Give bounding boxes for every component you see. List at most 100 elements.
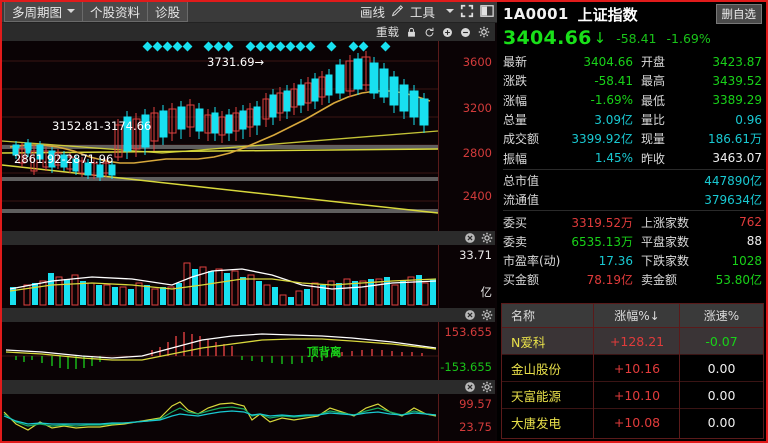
quote-row: 振幅 1.45% 昨收 3463.07 xyxy=(503,148,764,167)
quote-value: 3.09亿 xyxy=(594,113,633,128)
close-icon[interactable] xyxy=(464,232,476,244)
quote-row: 最新 3404.66 开盘 3423.87 xyxy=(503,52,764,71)
price-change-pct: -1.69% xyxy=(666,30,711,46)
tab-diagnose-stock[interactable]: 诊股 xyxy=(147,0,189,22)
stock-speed-cell: 0.00 xyxy=(707,415,736,430)
reload-label[interactable]: 重载 xyxy=(376,25,399,39)
quote-key: 卖金额 xyxy=(641,273,678,288)
table-row[interactable]: 大唐发电 +10.08 0.00 xyxy=(502,409,763,436)
column-header-speed[interactable]: 涨速% xyxy=(703,309,740,323)
quote-value: 3389.29 xyxy=(712,93,762,108)
price-axis: 3600 3200 2800 2400 xyxy=(438,41,495,231)
gear-icon[interactable] xyxy=(478,26,490,38)
kdj-lines xyxy=(3,401,437,431)
quote-key: 最高 xyxy=(641,74,666,89)
price-tick: 3200 xyxy=(462,101,492,115)
quote-value: 3439.52 xyxy=(712,73,762,88)
table-row[interactable]: N爱科 +128.21 -0.07 xyxy=(502,328,763,355)
quote-value: 3319.52万 xyxy=(571,215,633,230)
zoom-in-icon[interactable] xyxy=(442,27,453,38)
macd-axis: 153.655 -153.655 xyxy=(438,322,495,380)
macd-pane[interactable]: 顶背离 153.655 -153.655 xyxy=(2,322,495,380)
volume-axis: 33.71 亿 xyxy=(438,245,495,308)
table-header: 名称 涨幅%↓ 涨速% xyxy=(502,304,763,328)
quote-value: 53.80亿 xyxy=(715,273,762,288)
price-change: -58.41 xyxy=(616,30,657,46)
quote-grid: 最新 3404.66 开盘 3423.87 涨跌 -58.41 最高 3439.… xyxy=(503,52,764,290)
tab-stock-info[interactable]: 个股资料 xyxy=(82,0,149,22)
close-icon[interactable] xyxy=(464,381,476,393)
table-row[interactable]: 天富能源 +10.10 0.00 xyxy=(502,382,763,409)
gear-icon[interactable] xyxy=(481,232,493,244)
stock-name: 上证指数 xyxy=(577,5,638,24)
draw-line-label[interactable]: 画线 xyxy=(359,4,385,20)
stock-speed-cell: 0.00 xyxy=(707,360,736,376)
lock-icon[interactable] xyxy=(406,27,417,38)
remove-from-watchlist-button[interactable]: 删自选 xyxy=(715,4,762,24)
tools-label[interactable]: 工具 xyxy=(409,4,435,20)
quote-row: 委买 3319.52万 上涨家数 762 xyxy=(503,212,764,231)
quote-row: 总量 3.09亿 量比 0.96 xyxy=(503,110,764,129)
stock-code: 1A0001 xyxy=(503,5,569,23)
quote-key: 平盘家数 xyxy=(641,234,690,249)
quote-key: 涨跌 xyxy=(503,74,528,89)
macd-histogram xyxy=(2,332,438,369)
stock-change-cell: +10.08 xyxy=(613,415,661,430)
quote-value: -58.41 xyxy=(594,73,633,88)
toolbar-right-group: 画线 工具 xyxy=(360,2,497,21)
kdj-pane[interactable]: 99.57 23.75 xyxy=(2,394,495,441)
quote-key: 流通值 xyxy=(503,193,540,208)
price-tick: 3600 xyxy=(462,55,492,69)
kdj-upper-label: 99.57 xyxy=(459,397,492,411)
pane-tools xyxy=(464,309,493,321)
refresh-icon[interactable] xyxy=(424,27,435,38)
close-icon[interactable] xyxy=(464,309,476,321)
macd-upper-label: 153.655 xyxy=(444,325,492,339)
stock-change-cell: +128.21 xyxy=(609,333,665,349)
quote-value: 88 xyxy=(746,234,762,249)
pencil-icon[interactable] xyxy=(391,4,404,18)
column-header-name[interactable]: 名称 xyxy=(511,309,536,323)
split-panel-icon[interactable] xyxy=(480,4,494,18)
macd-plot[interactable]: 顶背离 xyxy=(2,322,438,380)
quote-value: 0.96 xyxy=(735,112,762,127)
price-row: 3404.66 ↓ -58.41 -1.69% xyxy=(503,26,766,50)
chevron-down-icon[interactable] xyxy=(446,9,454,13)
price-candles xyxy=(2,51,438,214)
quote-row: 成交额 3399.92亿 现量 186.61万 xyxy=(503,129,764,148)
quote-key: 总量 xyxy=(503,113,528,128)
tab-label: 个股资料 xyxy=(90,4,141,20)
quote-key: 委买 xyxy=(503,215,528,230)
chart-area: 多周期图 个股资料 诊股 画线 工具 xyxy=(0,0,497,443)
quote-value: 3463.07 xyxy=(712,151,762,166)
price-tick: 2400 xyxy=(462,189,492,203)
gear-icon[interactable] xyxy=(481,381,493,393)
quote-row: 涨跌 -58.41 最高 3439.52 xyxy=(503,71,764,90)
quote-value: 3404.66 xyxy=(583,54,633,69)
volume-plot[interactable] xyxy=(2,245,438,308)
quote-value: 3423.87 xyxy=(712,54,762,69)
last-price: 3404.66 xyxy=(503,27,592,49)
volume-pane[interactable]: 33.71 亿 xyxy=(2,245,495,308)
tab-multi-period-chart[interactable]: 多周期图 xyxy=(4,0,84,22)
quote-key: 市盈率(动) xyxy=(503,254,561,269)
price-plot[interactable]: 3731.69→ 3152.81-3174.66 2861.92-2871.96 xyxy=(2,41,438,231)
pane-tools xyxy=(464,232,493,244)
stock-name-cell: 金山股份 xyxy=(511,361,562,377)
chevron-down-icon xyxy=(67,9,76,13)
kdj-plot[interactable] xyxy=(2,394,438,441)
table-row[interactable]: 金山股份 +10.16 0.00 xyxy=(502,355,763,382)
quote-key: 下跌家数 xyxy=(641,254,690,269)
expand-icon[interactable] xyxy=(460,4,474,18)
price-pane[interactable]: 3731.69→ 3152.81-3174.66 2861.92-2871.96… xyxy=(2,41,495,231)
down-arrow-icon: ↓ xyxy=(593,29,607,47)
gear-icon[interactable] xyxy=(481,309,493,321)
quote-key: 现量 xyxy=(641,132,666,147)
quote-header: 1A0001 上证指数 删自选 xyxy=(499,2,766,26)
quote-row: 流通值 379634亿 xyxy=(503,190,764,209)
quote-value: 1.45% xyxy=(594,151,633,166)
column-header-change[interactable]: 涨幅%↓ xyxy=(614,309,660,323)
stock-ranking-table[interactable]: 名称 涨幅%↓ 涨速% N爱科 +128.21 -0.07 金山股份 +10.1… xyxy=(501,303,764,439)
quote-value: 17.36 xyxy=(598,253,633,268)
zoom-out-icon[interactable] xyxy=(460,27,471,38)
